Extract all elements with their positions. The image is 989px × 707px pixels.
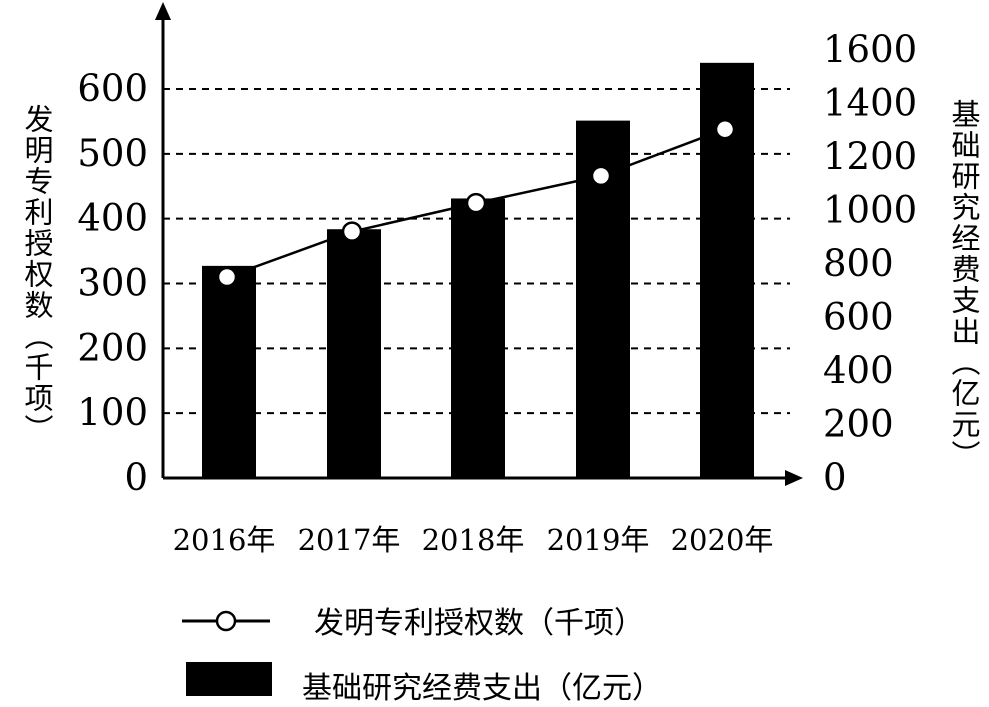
right-tick-label: 1400 xyxy=(823,82,917,125)
line-point-2019年 xyxy=(590,165,612,187)
x-axis-arrow xyxy=(785,470,803,486)
left-tick-label: 500 xyxy=(77,132,148,175)
left-tick-label: 300 xyxy=(77,262,148,305)
bar-series xyxy=(202,62,754,479)
right-tick-label: 1000 xyxy=(823,189,917,232)
category-label: 2016年 xyxy=(173,523,276,557)
left-tick-label: 100 xyxy=(77,391,148,434)
bar-2018年 xyxy=(451,198,505,478)
right-tick-label: 1200 xyxy=(823,135,917,178)
left-tick-labels: 0 100 200 300 400 500 600 xyxy=(77,67,148,499)
category-label: 2017年 xyxy=(298,523,401,557)
category-labels: 2016年 2017年 2018年 2019年 2020年 xyxy=(173,523,774,557)
right-tick-label: 600 xyxy=(823,296,894,339)
left-tick-label: 600 xyxy=(77,67,148,110)
legend-bar-swatch xyxy=(186,662,272,696)
left-tick-label: 400 xyxy=(77,197,148,240)
legend-label-funding: 基础研究经费支出（亿元） xyxy=(302,671,662,706)
bar-2017年 xyxy=(327,229,381,478)
right-tick-labels: 0 200 400 600 800 1000 1200 1400 1600 xyxy=(823,28,917,499)
category-label: 2018年 xyxy=(422,523,525,557)
axes xyxy=(155,2,803,486)
left-axis-label: 发明专利授权数（千项） xyxy=(20,104,54,445)
line-point-2020年 xyxy=(714,118,736,140)
right-tick-label: 400 xyxy=(823,349,894,392)
line-series xyxy=(216,118,736,288)
y-axis-arrow xyxy=(155,2,171,20)
left-tick-label: 0 xyxy=(124,456,148,499)
category-label: 2020年 xyxy=(671,523,774,557)
right-tick-label: 0 xyxy=(823,456,847,499)
category-label: 2019年 xyxy=(547,523,650,557)
left-tick-label: 200 xyxy=(77,326,148,369)
right-tick-label: 200 xyxy=(823,403,894,446)
line-point-2016年 xyxy=(216,266,238,288)
line-point-2017年 xyxy=(341,221,363,242)
legend-line-marker-icon xyxy=(182,610,270,632)
bar-2016年 xyxy=(202,265,256,478)
right-axis-label: 基础研究经费支出（亿元） xyxy=(947,99,981,471)
right-tick-label: 1600 xyxy=(823,28,917,71)
legend-label-patents: 发明专利授权数（千项） xyxy=(314,606,644,641)
line-point-2018年 xyxy=(465,192,487,214)
right-tick-label: 800 xyxy=(823,242,894,285)
